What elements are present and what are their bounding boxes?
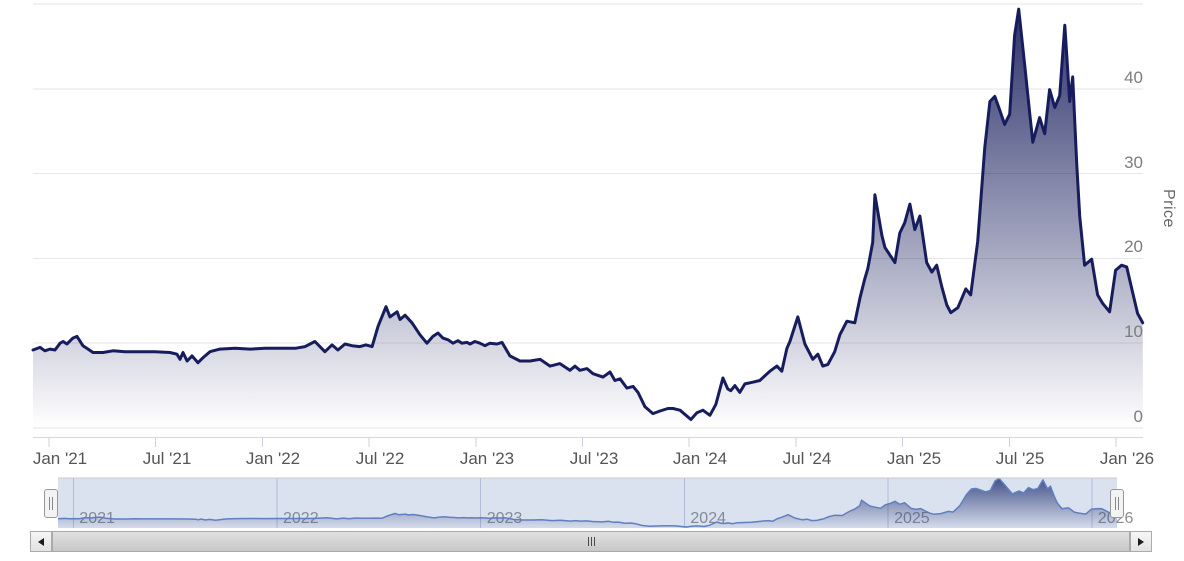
x-axis-label: Jan '22 bbox=[245, 449, 301, 468]
price-line bbox=[31, 7, 1145, 421]
scrollbar-right-button[interactable] bbox=[1130, 531, 1152, 552]
x-axis-label: Jul '25 bbox=[995, 449, 1045, 468]
y-axis-label: 30 bbox=[1124, 153, 1143, 172]
scrollbar-thumb[interactable] bbox=[52, 531, 1130, 552]
navigator-line bbox=[57, 477, 1118, 528]
navigator-right-handle-icon[interactable] bbox=[1110, 489, 1124, 518]
navigator-area bbox=[58, 478, 1118, 528]
scrollbar[interactable] bbox=[30, 531, 1152, 552]
x-axis-label: Jul '24 bbox=[782, 449, 832, 468]
left-arrow-icon bbox=[38, 537, 44, 546]
x-axis-label: Jul '23 bbox=[569, 449, 619, 468]
handle-grip-bar bbox=[49, 497, 50, 510]
y-axis-label: 10 bbox=[1124, 322, 1143, 341]
handle-grip-bar bbox=[1118, 497, 1119, 510]
grip-bars-icon bbox=[590, 537, 592, 546]
navigator-left-handle-icon[interactable] bbox=[44, 489, 58, 518]
x-axis-label: Jan '24 bbox=[672, 449, 728, 468]
y-axis-label: 40 bbox=[1124, 68, 1143, 87]
right-arrow-icon bbox=[1138, 537, 1144, 546]
x-axis-label: Jan '23 bbox=[459, 449, 515, 468]
price-area bbox=[33, 9, 1143, 428]
scrollbar-left-button[interactable] bbox=[30, 531, 52, 552]
x-axis-label: Jan '26 bbox=[1099, 449, 1155, 468]
y-axis-title: Price bbox=[1160, 189, 1177, 228]
grip-bars-icon bbox=[587, 537, 589, 546]
grip-bars-icon bbox=[593, 537, 595, 546]
x-axis-label: Jan '25 bbox=[886, 449, 942, 468]
navigator-selected-range[interactable] bbox=[58, 478, 1117, 528]
y-axis-label: 0 bbox=[1133, 407, 1143, 426]
y-axis-label: 20 bbox=[1124, 237, 1143, 256]
handle-grip-bar bbox=[52, 497, 53, 510]
handle-grip-bar bbox=[1115, 497, 1116, 510]
x-axis-label: Jul '21 bbox=[142, 449, 192, 468]
x-axis-label: Jan '21 bbox=[32, 449, 88, 468]
x-axis-label: Jul '22 bbox=[355, 449, 405, 468]
